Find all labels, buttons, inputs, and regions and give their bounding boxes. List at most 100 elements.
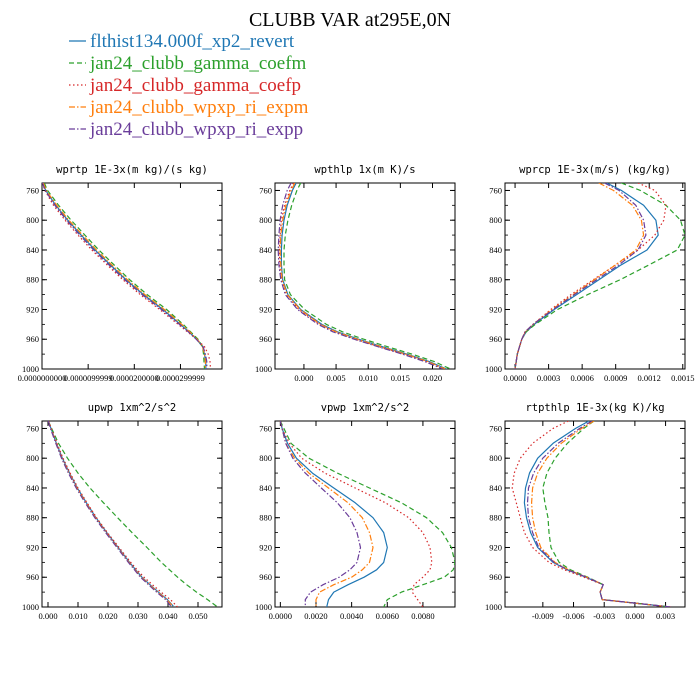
panel-frame: [41, 182, 223, 370]
y-tick-label: 920: [26, 542, 39, 552]
y-tick-label: 960: [489, 334, 502, 344]
x-tick-label: 0.020: [98, 611, 117, 621]
series-line: [279, 421, 362, 607]
x-tick-label: 0.0006: [570, 373, 593, 383]
y-tick-label: 880: [259, 275, 272, 285]
panel-6: rtpthlp 1E-3x(kg K)/kg 760 800 840 880 920 960…: [485, 402, 686, 621]
y-tick-label: 760: [26, 185, 39, 195]
legend-label: jan24_clubb_wpxp_ri_expp: [89, 119, 303, 140]
y-tick-label: 920: [489, 304, 502, 314]
series-line: [514, 183, 645, 369]
y-tick-label: 840: [259, 245, 272, 255]
x-tick-label: 0.0009: [604, 373, 627, 383]
panel-frame: [274, 182, 456, 370]
series-line: [514, 183, 685, 369]
y-tick-label: 880: [489, 275, 502, 285]
panel-2: wpthlp 1x(m K)/s 760 800 840 880 920 960 1000 0.…: [255, 164, 456, 383]
series-line: [42, 183, 206, 369]
y-tick-label: 760: [489, 423, 502, 433]
series-group: [42, 183, 212, 369]
series-line: [47, 421, 175, 607]
y-tick-label: 920: [259, 304, 272, 314]
x-tick-label: 0.040: [158, 611, 177, 621]
series-line: [47, 421, 218, 607]
x-tick-label: 0.0080: [411, 611, 434, 621]
panels: wprtp 1E-3x(m kg)/(s kg) 760 800 840 880 920 9…: [18, 164, 695, 621]
y-tick-label: 840: [489, 245, 502, 255]
x-tick-label: 0.0040: [340, 611, 363, 621]
y-tick-label: 760: [259, 423, 272, 433]
panel-title: upwp 1xm^2/s^2: [88, 402, 177, 414]
y-tick-label: 960: [489, 572, 502, 582]
series-line: [279, 421, 455, 607]
y-tick-label: 960: [26, 572, 39, 582]
series-line: [279, 183, 446, 369]
x-tick-label: 0.0012: [638, 373, 661, 383]
x-tick-label: 0.015: [391, 373, 410, 383]
series-group: [511, 421, 671, 607]
y-tick-label: 880: [26, 275, 39, 285]
legend: flthist134.000f_xp2_revertjan24_clubb_ga…: [69, 31, 309, 140]
series-group: [279, 421, 455, 607]
y-tick-label: 1000: [255, 602, 272, 612]
series-group: [277, 183, 451, 369]
x-tick-label: 0.0000200000: [110, 373, 159, 383]
y-tick-label: 840: [259, 483, 272, 493]
legend-label: jan24_clubb_gamma_coefm: [89, 53, 307, 74]
panel-title: vpwp 1xm^2/s^2: [321, 402, 410, 414]
panel-5: vpwp 1xm^2/s^276080084088092096010000.00…: [255, 402, 456, 621]
legend-label: flthist134.000f_xp2_revert: [90, 31, 295, 52]
series-line: [47, 421, 174, 607]
y-tick-label: 760: [259, 185, 272, 195]
series-group: [47, 421, 218, 607]
y-tick-label: 760: [489, 185, 502, 195]
x-tick-label: 0.0000: [503, 373, 526, 383]
y-tick-label: 1000: [22, 364, 39, 374]
y-tick-label: 960: [259, 334, 272, 344]
y-tick-label: 800: [489, 453, 502, 463]
y-tick-label: 1000: [22, 602, 39, 612]
x-tick-label: 0.050: [188, 611, 207, 621]
y-tick-label: 800: [489, 215, 502, 225]
x-tick-label: 0.0015: [671, 373, 694, 383]
series-line: [43, 183, 206, 369]
x-tick-label: 0.030: [128, 611, 147, 621]
series-line: [514, 183, 647, 369]
series-line: [523, 421, 671, 607]
y-tick-label: 920: [259, 542, 272, 552]
y-tick-label: 760: [26, 423, 39, 433]
y-tick-label: 960: [259, 572, 272, 582]
y-tick-label: 880: [26, 513, 39, 523]
panel-frame: [41, 420, 223, 608]
y-tick-label: 800: [259, 215, 272, 225]
series-line: [279, 421, 374, 607]
y-tick-label: 920: [26, 304, 39, 314]
series-line: [514, 183, 659, 369]
y-tick-label: 920: [489, 542, 502, 552]
x-tick-label: 0.0020: [304, 611, 327, 621]
y-tick-label: 960: [26, 334, 39, 344]
series-line: [280, 183, 447, 369]
series-line: [277, 183, 444, 369]
figure-title: CLUBB VAR at295E,0N: [249, 9, 451, 31]
series-line: [526, 421, 671, 607]
panel-3: wprcp 1E-3x(m/s) (kg/kg) 760 800 840 880 920 9…: [485, 164, 694, 383]
x-tick-label: 0.0000099999: [64, 373, 113, 383]
panel-title: wprtp 1E-3x(m kg)/(s kg): [56, 164, 208, 176]
series-line: [514, 183, 667, 369]
x-tick-label: 0.010: [68, 611, 87, 621]
panel-4: upwp 1xm^2/s^2 760 800 840 880 920 960 10000.00…: [22, 402, 223, 621]
y-tick-label: 800: [26, 453, 39, 463]
series-line: [279, 421, 388, 607]
panel-title: rtpthlp 1E-3x(kg K)/kg: [525, 402, 664, 414]
y-tick-label: 1000: [485, 364, 502, 374]
y-tick-label: 880: [489, 513, 502, 523]
y-tick-label: 880: [259, 513, 272, 523]
x-tick-label: 0.000: [294, 373, 313, 383]
x-tick-label: 0.000: [625, 611, 644, 621]
x-tick-label: 0.020: [423, 373, 442, 383]
legend-label: jan24_clubb_wpxp_ri_expm: [89, 97, 309, 118]
panel-title: wpthlp 1x(m K)/s: [314, 164, 415, 176]
y-tick-label: 840: [26, 245, 39, 255]
